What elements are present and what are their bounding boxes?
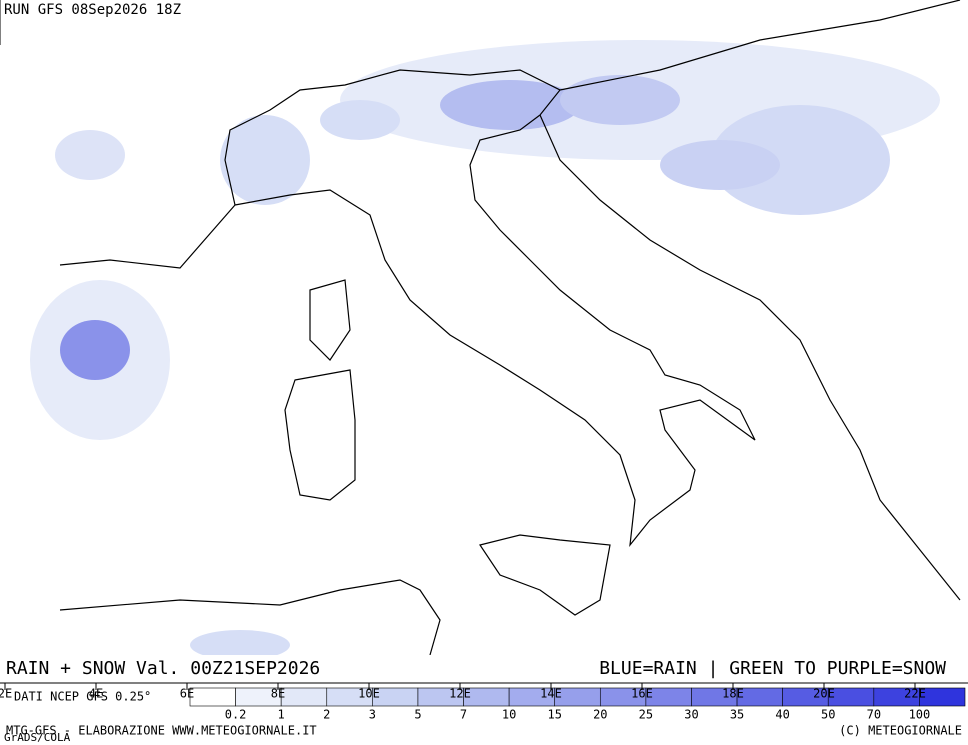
colorbar-label: 25	[639, 708, 653, 722]
colorbar-label: 35	[730, 708, 744, 722]
colorbar-label: 40	[775, 708, 789, 722]
lon-label: 14E	[540, 687, 562, 701]
colorbar-label: 50	[821, 708, 835, 722]
footer-right: (C) METEOGIORNALE	[839, 724, 962, 738]
colorbar-label: 0.2	[225, 708, 247, 722]
precipitation	[30, 40, 940, 660]
colorbar-label: 10	[502, 708, 516, 722]
lon-label: 20E	[813, 687, 835, 701]
colorbar-label: 15	[547, 708, 561, 722]
lon-label: 6E	[180, 687, 194, 701]
lon-label: 12E	[449, 687, 471, 701]
lon-label: 16E	[631, 687, 653, 701]
colorbar-label: 30	[684, 708, 698, 722]
colorbar-box	[919, 687, 966, 707]
colorbar-label: 7	[460, 708, 467, 722]
colorbar-box	[280, 687, 328, 707]
grads: GrADS/COLA	[4, 731, 71, 744]
lon-label: 18E	[722, 687, 744, 701]
lon-label: 2E	[0, 687, 12, 701]
colorbar-label: 100	[909, 708, 931, 722]
lon-label: 4E	[89, 687, 103, 701]
colorbar-label: 5	[414, 708, 421, 722]
colorbar-label: 2	[323, 708, 330, 722]
legend-title: RAIN + SNOW Val. 00Z21SEP2026	[6, 658, 320, 679]
colorbar-label: 70	[867, 708, 881, 722]
source: DATI NCEP GFS 0.25°	[14, 690, 151, 704]
legend-key: BLUE=RAIN | GREEN TO PURPLE=SNOW	[599, 658, 946, 679]
lon-label: 8E	[271, 687, 285, 701]
colorbar-box	[189, 687, 236, 707]
colorbar: 0.2 1 2 3 5 7 10 15 20 25 30 35 40 50 70 100	[189, 687, 966, 722]
colorbar-label: 20	[593, 708, 607, 722]
footer-left: MTG-GFS - ELABORAZIONE WWW.METEOGIORNALE…	[6, 724, 317, 738]
lon-label: 22E	[904, 687, 926, 701]
colorbar-label: 1	[278, 708, 285, 722]
colorbar-label: 3	[369, 708, 376, 722]
colorbar-box	[736, 687, 783, 707]
colorbar-box	[827, 687, 875, 707]
coastlines	[59, 0, 961, 656]
lon-label: 10E	[358, 687, 380, 701]
run-label: RUN GFS 08Sep2026 18Z	[4, 2, 181, 18]
